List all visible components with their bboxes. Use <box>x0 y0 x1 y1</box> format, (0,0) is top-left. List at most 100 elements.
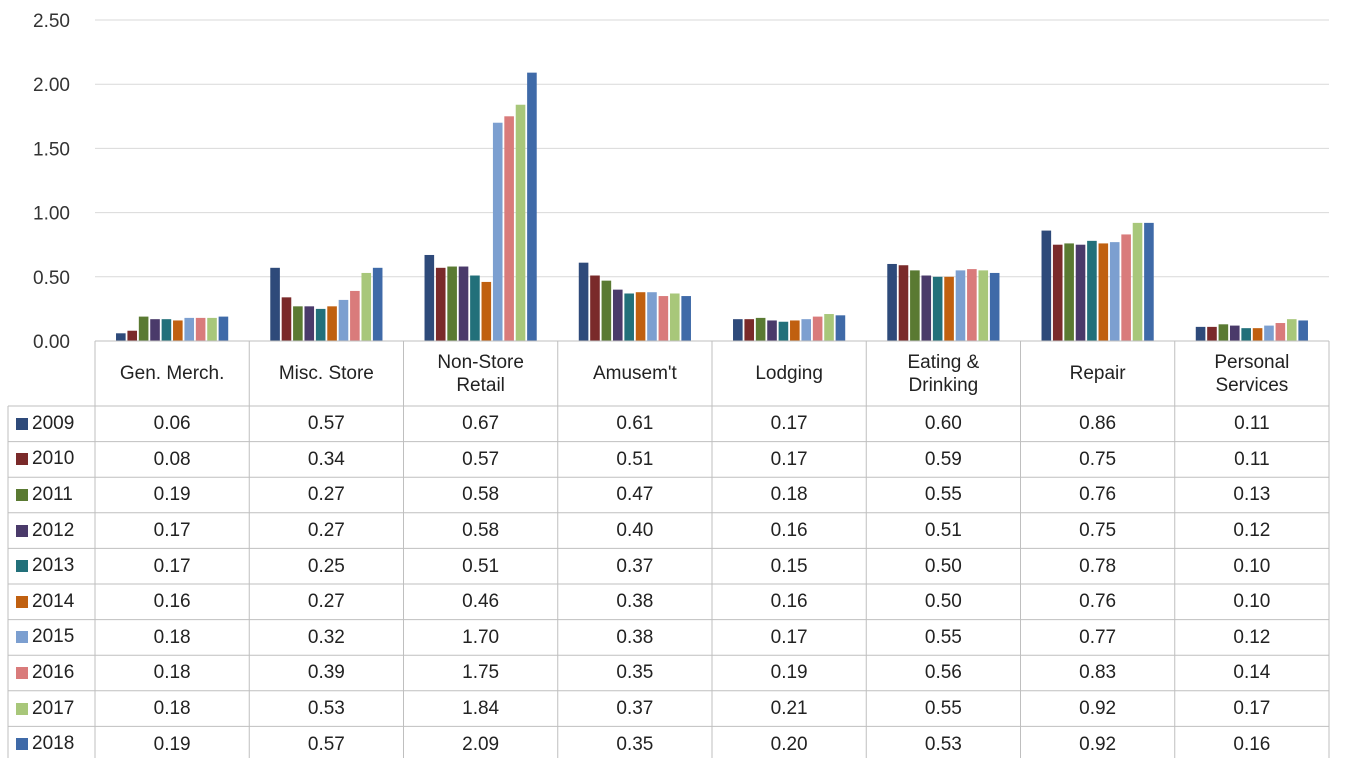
bar-2016 <box>350 290 360 341</box>
bar-2009 <box>887 263 897 341</box>
data-label: 0.12 <box>1233 520 1271 542</box>
legend-entry: 2013 <box>16 548 95 584</box>
legend-entry: 2016 <box>16 655 95 691</box>
legend-key <box>16 738 28 751</box>
bar-2009 <box>424 254 435 341</box>
data-label: 0.38 <box>616 626 654 648</box>
data-label: 0.76 <box>1079 484 1117 506</box>
legend-key <box>16 453 28 466</box>
data-label: 0.15 <box>770 555 808 577</box>
data-label: 0.77 <box>1079 626 1117 648</box>
bar-2018 <box>527 72 537 342</box>
data-label: 0.46 <box>462 591 500 613</box>
data-label: 0.58 <box>462 484 500 506</box>
bar-2016 <box>1121 234 1131 341</box>
data-label: 0.53 <box>924 733 962 755</box>
y-tick-label: 0.50 <box>33 268 70 289</box>
data-label: 0.19 <box>153 484 191 506</box>
legend-label: 2018 <box>32 733 75 755</box>
bar-2010 <box>1207 326 1217 341</box>
data-label: 0.59 <box>924 448 962 470</box>
category-label: Amusem't <box>592 363 677 384</box>
bar-2015 <box>184 317 195 341</box>
y-tick-label: 1.00 <box>33 204 70 225</box>
data-label: 0.18 <box>153 698 191 720</box>
bar-2017 <box>207 317 217 341</box>
bar-2018 <box>218 316 229 341</box>
bar-2009 <box>578 262 589 341</box>
data-label: 0.35 <box>616 662 654 684</box>
data-label: 0.51 <box>616 448 654 470</box>
bar-2011 <box>601 280 612 341</box>
legend-label: 2009 <box>32 412 75 434</box>
data-label: 0.16 <box>770 520 808 542</box>
data-label: 0.92 <box>1079 698 1117 720</box>
legend-key <box>16 488 28 501</box>
data-label: 0.57 <box>307 413 345 435</box>
bar-2010 <box>435 267 446 341</box>
legend-label: 2015 <box>32 626 75 648</box>
bar-2015 <box>647 292 657 341</box>
category-label: Repair <box>1069 363 1126 384</box>
category-label: Lodging <box>755 363 823 384</box>
data-label: 0.27 <box>307 591 345 613</box>
bar-2017 <box>1286 319 1297 341</box>
bar-2012 <box>612 289 623 341</box>
legend-label: 2011 <box>32 483 73 505</box>
bar-2010 <box>127 330 138 341</box>
legend-label: 2012 <box>32 519 75 541</box>
data-label: 0.37 <box>616 698 654 720</box>
bar-2015 <box>492 122 503 341</box>
legend-key <box>16 702 28 715</box>
legend-key <box>16 631 28 644</box>
data-label: 0.61 <box>616 413 654 435</box>
data-label: 0.37 <box>616 555 654 577</box>
data-label: 0.18 <box>770 484 808 506</box>
y-axis-ticks: 0.00 0.50 1.00 1.50 2.00 2.50 <box>33 11 70 353</box>
bar-2016 <box>967 269 977 341</box>
bar-2017 <box>361 272 372 341</box>
data-label: 1.70 <box>462 626 500 648</box>
bar-2009 <box>733 319 743 341</box>
bar-2013 <box>932 276 943 341</box>
bar-2013 <box>1087 240 1097 341</box>
y-tick-label: 1.50 <box>33 139 70 160</box>
data-label: 0.17 <box>770 626 808 648</box>
legend-entry: 2014 <box>16 584 95 620</box>
data-label: 0.51 <box>924 520 962 542</box>
data-label: 0.19 <box>770 662 808 684</box>
bar-2013 <box>1241 328 1251 341</box>
data-label: 0.76 <box>1079 591 1117 613</box>
bar-2012 <box>150 319 160 341</box>
bar-2018 <box>1298 320 1308 341</box>
bar-2014 <box>327 306 337 341</box>
data-label: 0.55 <box>924 626 962 648</box>
data-label: 0.78 <box>1079 555 1117 577</box>
data-label: 0.14 <box>1233 662 1271 684</box>
bar-2014 <box>635 292 646 341</box>
data-label: 0.55 <box>924 484 962 506</box>
bar-2015 <box>955 270 966 341</box>
bar-2011 <box>1218 324 1229 341</box>
bar-2011 <box>1064 243 1074 341</box>
data-label: 0.58 <box>462 520 500 542</box>
data-label: 0.56 <box>924 662 962 684</box>
legend-entry: 2012 <box>16 513 95 549</box>
data-label: 0.35 <box>616 733 654 755</box>
data-label: 0.25 <box>307 555 345 577</box>
bar-2014 <box>481 281 492 341</box>
bar-2017 <box>515 104 526 341</box>
bar-2016 <box>504 116 514 341</box>
data-label: 0.18 <box>153 626 191 648</box>
bar-2013 <box>778 321 789 341</box>
data-label: 0.08 <box>153 448 191 470</box>
data-label: 1.84 <box>462 698 500 720</box>
legend-key <box>16 666 28 679</box>
y-tick-label: 2.50 <box>33 11 70 32</box>
bar-2011 <box>447 266 457 341</box>
bar-2012 <box>767 320 777 341</box>
data-label: 0.83 <box>1079 662 1117 684</box>
data-label: 0.10 <box>1233 555 1271 577</box>
data-label: 0.75 <box>1079 448 1117 470</box>
data-label: 0.17 <box>1233 698 1271 720</box>
